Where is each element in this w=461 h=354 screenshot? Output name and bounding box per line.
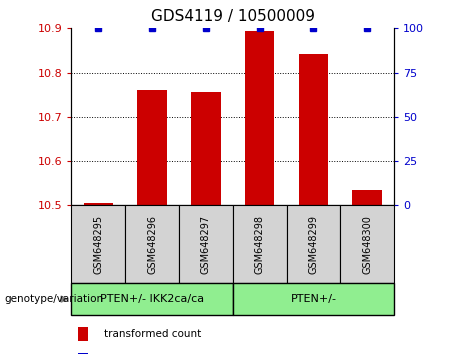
Text: GSM648300: GSM648300 bbox=[362, 215, 372, 274]
Bar bbox=[71, 205, 125, 283]
Text: GSM648295: GSM648295 bbox=[93, 215, 103, 274]
Bar bbox=[83, 203, 113, 205]
Text: PTEN+/- IKK2ca/ca: PTEN+/- IKK2ca/ca bbox=[100, 294, 204, 304]
Bar bbox=[179, 205, 233, 283]
Bar bbox=[78, 353, 88, 354]
Text: genotype/variation: genotype/variation bbox=[5, 294, 104, 304]
Bar bbox=[353, 190, 382, 205]
Bar bbox=[340, 205, 394, 283]
Text: GSM648298: GSM648298 bbox=[254, 215, 265, 274]
Text: transformed count: transformed count bbox=[104, 330, 201, 339]
Title: GDS4119 / 10500009: GDS4119 / 10500009 bbox=[151, 9, 315, 24]
Text: GSM648299: GSM648299 bbox=[308, 215, 319, 274]
Text: GSM648296: GSM648296 bbox=[147, 215, 157, 274]
Bar bbox=[245, 30, 274, 205]
Bar bbox=[299, 53, 328, 205]
Bar bbox=[233, 205, 287, 283]
Bar bbox=[191, 92, 221, 205]
Text: PTEN+/-: PTEN+/- bbox=[290, 294, 337, 304]
Bar bbox=[125, 205, 179, 283]
Bar bbox=[78, 327, 88, 341]
Bar bbox=[233, 283, 394, 315]
Text: GSM648297: GSM648297 bbox=[201, 215, 211, 274]
Bar bbox=[137, 90, 167, 205]
Bar bbox=[287, 205, 340, 283]
Bar bbox=[71, 283, 233, 315]
